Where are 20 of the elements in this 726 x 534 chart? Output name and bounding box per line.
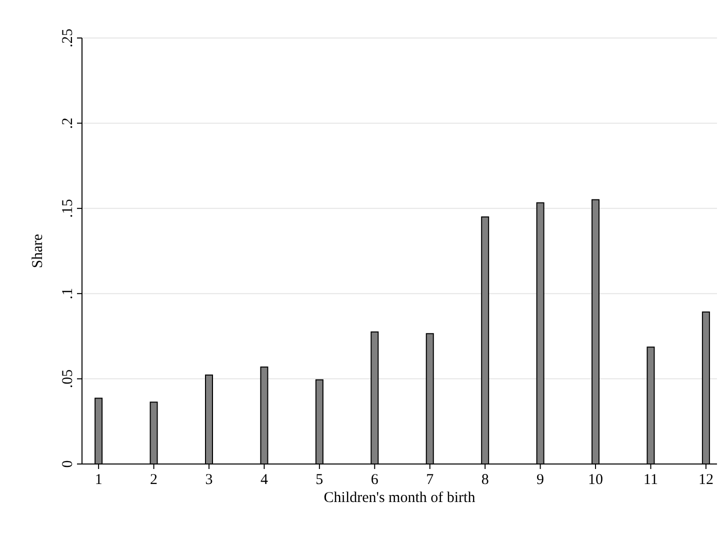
y-tick-label: .15	[60, 199, 76, 218]
x-tick-label: 2	[150, 472, 158, 488]
x-tick-label: 10	[588, 472, 604, 488]
x-tick-label: 12	[698, 472, 714, 488]
y-tick-label: .25	[60, 28, 76, 48]
x-tick-label: 11	[644, 472, 658, 488]
y-axis-title: Share	[30, 234, 46, 268]
y-tick-label: .1	[60, 288, 76, 300]
y-tick-label: 0	[60, 460, 76, 468]
x-tick-label: 9	[536, 472, 544, 488]
x-tick-label: 3	[205, 472, 213, 488]
x-tick-label: 7	[426, 472, 434, 488]
x-tick-label: 4	[260, 472, 268, 488]
y-tick-label: .05	[60, 369, 76, 388]
x-axis-title: Children's month of birth	[324, 490, 476, 506]
y-tick-label: .2	[60, 118, 76, 129]
x-tick-label: 5	[316, 472, 324, 488]
x-tick-label: 6	[370, 472, 379, 488]
x-tick-label: 8	[481, 472, 489, 488]
x-tick-label: 1	[94, 472, 102, 488]
